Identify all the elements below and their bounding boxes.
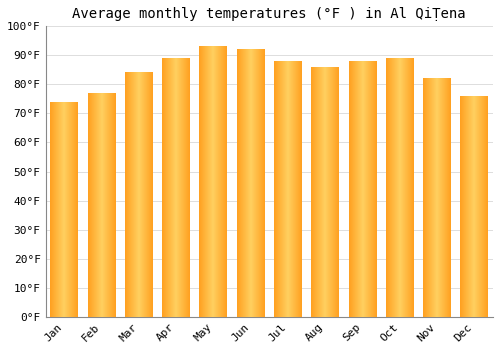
Title: Average monthly temperatures (°F ) in Al QiṬena: Average monthly temperatures (°F ) in Al… (72, 7, 466, 21)
